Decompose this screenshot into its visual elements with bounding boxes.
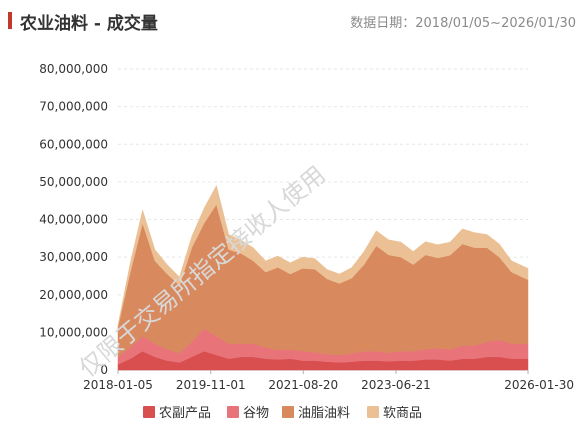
- legend-swatch: [367, 406, 379, 418]
- y-tick-label: 60,000,000: [39, 137, 108, 151]
- y-tick-label: 10,000,000: [39, 325, 108, 339]
- y-tick-label: 70,000,000: [39, 100, 108, 114]
- legend-label: 农副产品: [159, 406, 211, 421]
- x-axis: 2018-01-05 2019-11-01 2021-08-20 2023-06-21…: [83, 370, 574, 392]
- y-tick-label: 0: [100, 363, 108, 377]
- legend-swatch: [227, 406, 239, 418]
- area-3: [117, 184, 529, 327]
- y-tick-label: 80,000,000: [39, 62, 108, 76]
- page-title: 农业油料 - 成交量: [20, 14, 158, 34]
- title-accent-bar: [8, 12, 12, 29]
- x-tick-label: 2019-11-01: [176, 378, 246, 392]
- x-tick-label: 2021-08-20: [268, 378, 338, 392]
- legend-label: 油脂油料: [298, 406, 350, 421]
- x-tick-label: 2026-01-30: [504, 378, 574, 392]
- legend-swatch: [282, 406, 294, 418]
- y-tick-label: 30,000,000: [39, 250, 108, 264]
- y-axis: 80,000,000 70,000,000 60,000,000 50,000,000…: [39, 62, 108, 377]
- legend-label: 谷物: [243, 406, 269, 421]
- y-tick-label: 50,000,000: [39, 175, 108, 189]
- legend-swatch: [143, 406, 155, 418]
- legend: 农副产品 谷物 油脂油料 软商品: [143, 406, 422, 421]
- x-tick-label: 2018-01-05: [83, 378, 153, 392]
- y-tick-label: 20,000,000: [39, 288, 108, 302]
- date-range: 数据日期：2018/01/05~2026/01/30: [350, 16, 576, 31]
- y-tick-label: 40,000,000: [39, 213, 108, 227]
- chart-header: 农业油料 - 成交量 数据日期：2018/01/05~2026/01/30: [0, 0, 586, 40]
- x-tick-label: 2023-06-21: [361, 378, 431, 392]
- legend-label: 软商品: [383, 406, 422, 421]
